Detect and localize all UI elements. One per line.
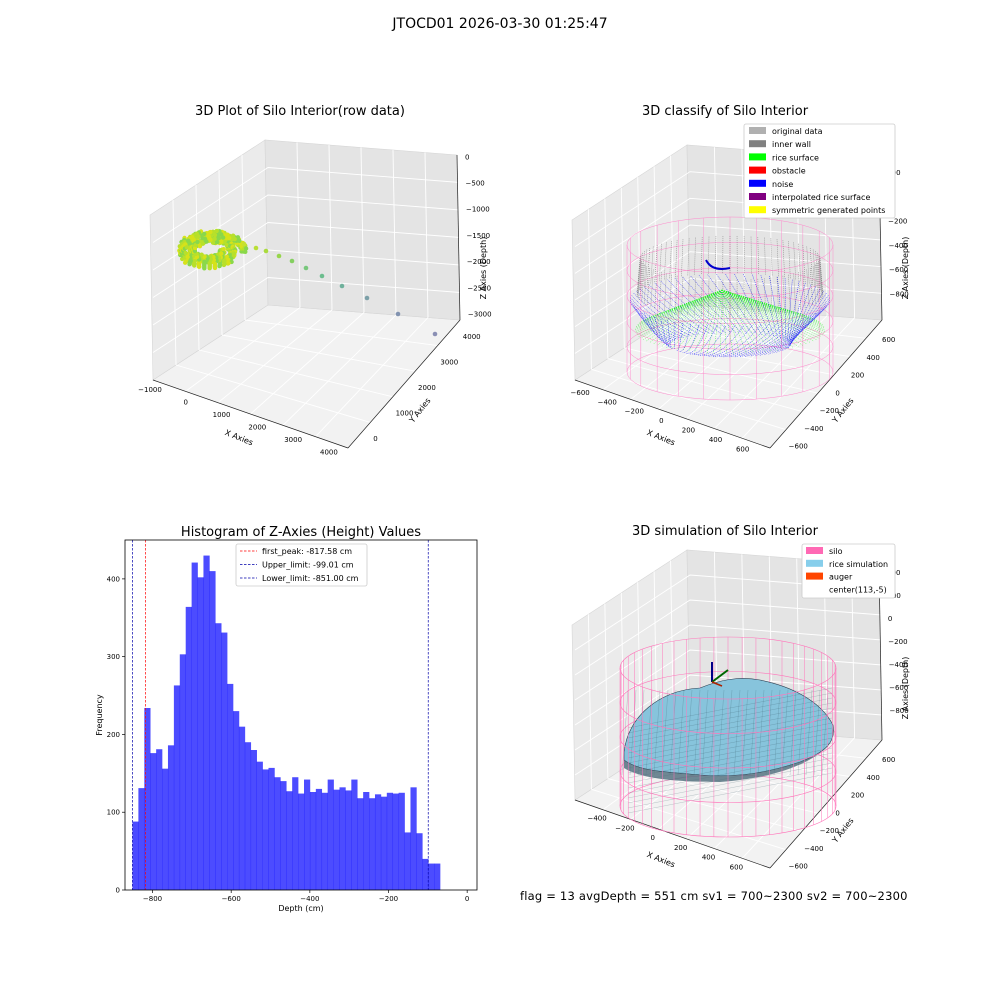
- histogram-bar: [351, 779, 358, 890]
- histogram-bar: [280, 781, 287, 890]
- histogram-bar: [292, 777, 299, 890]
- histogram-bar: [132, 821, 139, 890]
- histogram-bar: [298, 793, 305, 890]
- simulation-plot-title: 3D simulation of Silo Interior: [632, 524, 818, 539]
- histogram-bar: [238, 726, 246, 890]
- histogram-bar: [309, 792, 317, 890]
- histogram-bar: [339, 787, 346, 890]
- histogram-bar: [386, 792, 394, 890]
- histogram-legend: first_peak: -817.58 cm Upper_limit: -99.0…: [235, 543, 368, 587]
- status-footer: flag = 13 avgDepth = 551 cm sv1 = 700~23…: [520, 889, 908, 903]
- histogram-bar: [215, 623, 222, 890]
- histogram-bar: [150, 753, 157, 890]
- histogram-bar: [173, 685, 181, 890]
- histogram-bar: [244, 742, 252, 890]
- histogram-title: Histogram of Z-Axies (Height) Values: [181, 525, 421, 540]
- histogram-bar: [286, 791, 293, 890]
- histogram-ylabel: Frequency: [95, 694, 104, 736]
- histogram-bar: [262, 769, 269, 890]
- histogram-bar: [162, 768, 169, 890]
- legend-frame: [235, 543, 368, 587]
- histogram-bar: [250, 750, 257, 890]
- x-tick-label: 0: [465, 895, 469, 903]
- histogram-bar: [156, 749, 163, 890]
- y-tick-label: 400: [107, 575, 120, 583]
- histogram-bar: [144, 708, 151, 890]
- histogram-bar: [398, 792, 405, 890]
- histogram-bar: [138, 788, 145, 890]
- histogram-bar: [167, 745, 175, 890]
- histogram-bar: [345, 790, 352, 890]
- histogram-bar: [304, 779, 311, 890]
- histogram-bar: [327, 779, 334, 890]
- histogram-bar: [369, 798, 376, 890]
- legend-label: Upper_limit: -99.01 cm: [262, 561, 354, 570]
- histogram-frame: [124, 539, 478, 891]
- histogram-bar: [227, 683, 234, 890]
- histogram-bar: [434, 863, 441, 890]
- histogram-bar: [357, 798, 364, 890]
- figure-title: JTOCD01 2026-03-30 01:25:47: [392, 16, 608, 32]
- histogram-bar: [422, 858, 429, 890]
- x-tick-label: −200: [379, 895, 398, 903]
- histogram-bar: [209, 571, 216, 890]
- x-tick-label: −600: [222, 895, 241, 903]
- y-tick-label: 300: [107, 653, 120, 661]
- y-tick-label: 100: [107, 809, 120, 817]
- raw-plot-title: 3D Plot of Silo Interior(row data): [195, 104, 405, 119]
- histogram-bar: [179, 654, 186, 890]
- histogram-bar: [380, 796, 388, 890]
- histogram-bar: [185, 606, 192, 890]
- x-tick-label: −400: [300, 895, 319, 903]
- legend-label: Lower_limit: -851.00 cm: [262, 574, 359, 583]
- histogram-reference-lines: [132, 540, 429, 890]
- histogram-bar: [203, 555, 210, 890]
- x-tick-label: −800: [143, 895, 162, 903]
- classify-plot-title: 3D classify of Silo Interior: [641, 104, 809, 119]
- histogram-bar: [404, 832, 411, 890]
- histogram-bar: [315, 788, 323, 890]
- histogram-bar: [410, 787, 417, 890]
- histogram-bar: [256, 761, 263, 890]
- histogram-xlabel: Depth (cm): [278, 904, 323, 913]
- histogram-bar: [363, 792, 370, 890]
- histogram-x-ticks: −800 −600 −400 −200 0: [143, 890, 469, 903]
- histogram-bar: [197, 577, 204, 890]
- histogram-bar: [333, 789, 340, 890]
- histogram-bar: [374, 794, 382, 890]
- legend-label: first_peak: -817.58 cm: [262, 547, 352, 556]
- histogram-bar: [221, 632, 228, 890]
- histogram-y-ticks: 0 100 200 300 400: [107, 575, 125, 895]
- histogram-bar: [191, 562, 198, 890]
- y-tick-label: 0: [116, 887, 120, 895]
- y-tick-label: 200: [107, 731, 120, 739]
- histogram-bars: [132, 555, 441, 890]
- histogram-bar: [416, 833, 423, 890]
- histogram-bar: [392, 793, 399, 890]
- histogram-bar: [428, 863, 435, 890]
- histogram-bar: [268, 767, 275, 890]
- histogram-bar: [233, 711, 240, 890]
- histogram-bar: [321, 792, 328, 890]
- histogram-bar: [274, 777, 281, 890]
